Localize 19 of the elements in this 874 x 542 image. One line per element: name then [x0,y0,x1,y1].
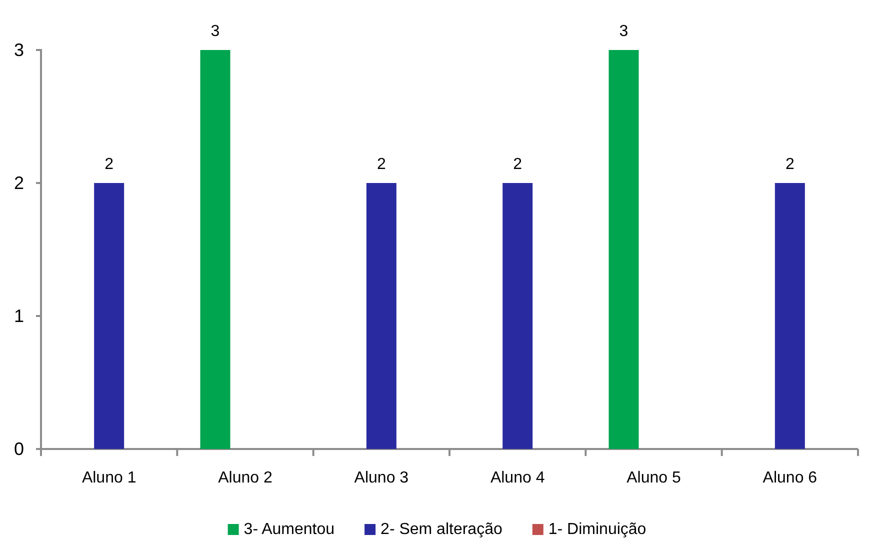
y-tick-label: 1 [14,306,24,326]
y-tick-label: 2 [14,172,24,193]
legend-label: 2- Sem alteração [380,521,502,538]
data-label: 2 [513,156,522,173]
legend-label: 1- Diminuição [548,521,646,538]
legend-label: 3- Aumentou [244,521,335,538]
data-label: 2 [104,156,114,173]
data-label: 2 [376,156,386,173]
x-tick-label: Aluno 4 [490,469,545,486]
y-tick-label: 0 [14,438,24,459]
data-label: 2 [785,156,794,173]
x-tick-label: Aluno 3 [354,469,409,486]
x-tick-label: Aluno 2 [218,469,272,486]
data-label: 3 [210,23,220,40]
x-tick-label: Aluno 1 [82,469,136,486]
data-label: 3 [619,23,628,40]
x-tick-label: Aluno 5 [626,469,681,486]
x-tick-label: Aluno 6 [762,469,818,486]
y-tick-label: 3 [14,40,24,60]
